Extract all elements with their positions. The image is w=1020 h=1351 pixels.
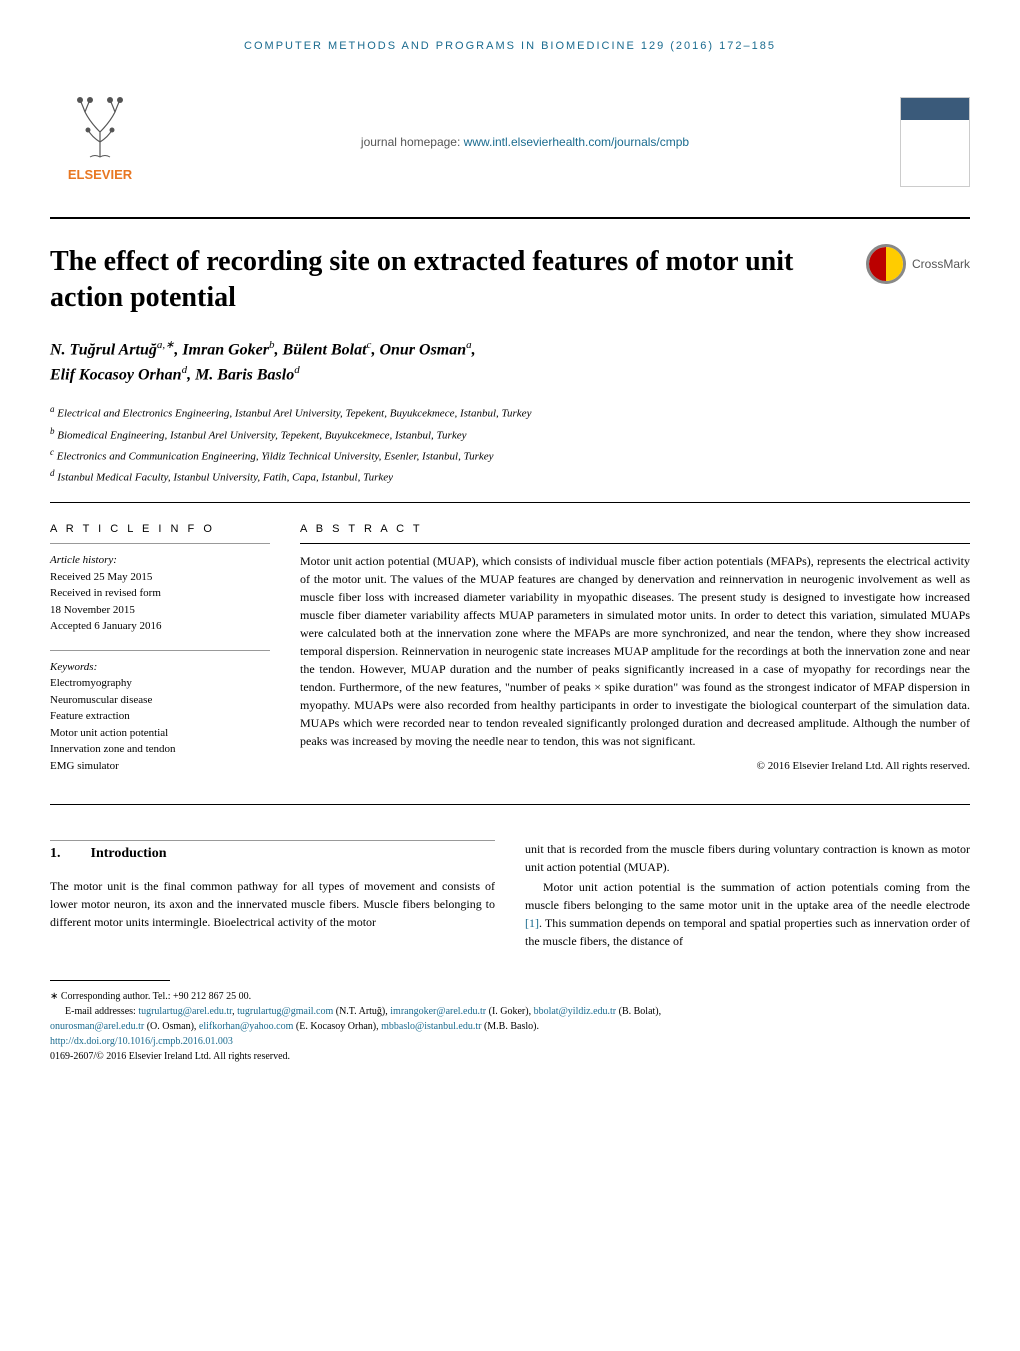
body-columns: 1. Introduction The motor unit is the fin… — [50, 840, 970, 950]
author-5: Elif Kocasoy Orhan — [50, 366, 182, 383]
history-revised-date: 18 November 2015 — [50, 604, 135, 616]
intro-text-2c: . This summation depends on temporal and… — [525, 916, 970, 948]
abstract-col: A B S T R A C T Motor unit action potent… — [300, 523, 970, 789]
author-4: , Onur Osman — [371, 341, 466, 358]
history-heading: Article history: — [50, 554, 117, 566]
email-0[interactable]: tugrulartug@arel.edu.tr — [138, 1006, 232, 1017]
email-3[interactable]: bbolat@yildiz.edu.tr — [534, 1006, 617, 1017]
intro-heading: 1. Introduction — [50, 840, 495, 862]
journal-cover-thumb — [900, 97, 970, 187]
intro-para-2a: unit that is recorded from the muscle fi… — [525, 840, 970, 876]
copyright-line: © 2016 Elsevier Ireland Ltd. All rights … — [300, 760, 970, 772]
abstract-label: A B S T R A C T — [300, 523, 970, 535]
intro-para-1: The motor unit is the final common pathw… — [50, 877, 495, 931]
author-1: N. Tuğrul Artuğ — [50, 341, 157, 358]
keyword-0: Electromyography — [50, 677, 132, 689]
email-1[interactable]: tugrulartug@gmail.com — [237, 1006, 333, 1017]
info-rule-2 — [50, 650, 270, 651]
rule-authors — [50, 502, 970, 503]
doi-link: http://dx.doi.org/10.1016/j.cmpb.2016.01… — [50, 1034, 970, 1049]
journal-homepage: journal homepage: www.intl.elsevierhealt… — [361, 135, 689, 149]
corresponding-author: ∗ Corresponding author. Tel.: +90 212 86… — [50, 989, 970, 1004]
keywords-block: Keywords: Electromyography Neuromuscular… — [50, 659, 270, 775]
keyword-5: EMG simulator — [50, 760, 119, 772]
email-2[interactable]: imrangoker@arel.edu.tr — [390, 1006, 486, 1017]
ref-1-link[interactable]: [1] — [525, 916, 539, 930]
email-addresses: E-mail addresses: tugrulartug@arel.edu.t… — [50, 1004, 970, 1034]
crossmark-badge[interactable]: CrossMark — [866, 244, 970, 284]
intro-para-2b: Motor unit action potential is the summa… — [525, 878, 970, 950]
footer: ∗ Corresponding author. Tel.: +90 212 86… — [50, 989, 970, 1064]
crossmark-label: CrossMark — [912, 257, 970, 271]
comma: , — [472, 341, 476, 358]
abstract-rule — [300, 543, 970, 544]
crossmark-icon — [866, 244, 906, 284]
homepage-label: journal homepage: — [361, 135, 464, 149]
article-info-col: A R T I C L E I N F O Article history: R… — [50, 523, 270, 789]
intro-text-2b: Motor unit action potential is the summa… — [525, 880, 970, 912]
publisher-header: ELSEVIER journal homepage: www.intl.else… — [50, 77, 970, 207]
elsevier-tree-icon — [60, 92, 140, 162]
doi-url[interactable]: http://dx.doi.org/10.1016/j.cmpb.2016.01… — [50, 1036, 233, 1047]
footer-separator — [50, 980, 170, 981]
elsevier-text: ELSEVIER — [68, 167, 132, 182]
intro-title: Introduction — [91, 846, 167, 861]
article-info-label: A R T I C L E I N F O — [50, 523, 270, 535]
author-6: , M. Baris Baslo — [187, 366, 294, 383]
author-2: , Imran Goker — [174, 341, 269, 358]
author-6-aff: d — [294, 364, 300, 376]
affiliation-c: c Electronics and Communication Engineer… — [50, 445, 970, 466]
history-received: Received 25 May 2015 — [50, 571, 152, 583]
authors: N. Tuğrul Artuğa,∗, Imran Gokerb, Bülent… — [50, 337, 970, 388]
history-accepted: Accepted 6 January 2016 — [50, 620, 162, 632]
info-abstract-row: A R T I C L E I N F O Article history: R… — [50, 523, 970, 789]
keyword-2: Feature extraction — [50, 710, 130, 722]
affiliations: a Electrical and Electronics Engineering… — [50, 402, 970, 487]
keyword-1: Neuromuscular disease — [50, 694, 152, 706]
body-col-right: unit that is recorded from the muscle fi… — [525, 840, 970, 950]
keywords-heading: Keywords: — [50, 661, 97, 673]
issn-copyright: 0169-2607/© 2016 Elsevier Ireland Ltd. A… — [50, 1049, 970, 1064]
info-rule-1 — [50, 543, 270, 544]
email-4[interactable]: onurosman@arel.edu.tr — [50, 1021, 144, 1032]
intro-number: 1. — [50, 846, 61, 861]
author-1-aff: a,∗ — [157, 339, 174, 351]
rule-top — [50, 217, 970, 219]
affiliation-d: d Istanbul Medical Faculty, Istanbul Uni… — [50, 466, 970, 487]
author-3: , Bülent Bolat — [275, 341, 367, 358]
history-revised: Received in revised form — [50, 587, 161, 599]
keyword-3: Motor unit action potential — [50, 727, 168, 739]
homepage-url[interactable]: www.intl.elsevierhealth.com/journals/cmp… — [464, 135, 689, 149]
title-row: The effect of recording site on extracte… — [50, 244, 970, 317]
email-5[interactable]: elifkorhan@yahoo.com — [199, 1021, 293, 1032]
email-6[interactable]: mbbaslo@istanbul.edu.tr — [381, 1021, 481, 1032]
keyword-4: Innervation zone and tendon — [50, 743, 176, 755]
email-label: E-mail addresses: — [65, 1006, 138, 1017]
article-history: Article history: Received 25 May 2015 Re… — [50, 552, 270, 635]
article-title: The effect of recording site on extracte… — [50, 244, 866, 317]
journal-citation-header: COMPUTER METHODS AND PROGRAMS IN BIOMEDI… — [50, 40, 970, 52]
abstract-text: Motor unit action potential (MUAP), whic… — [300, 552, 970, 750]
rule-abstract-bottom — [50, 804, 970, 805]
affiliation-a: a Electrical and Electronics Engineering… — [50, 402, 970, 423]
affiliation-b: b Biomedical Engineering, Istanbul Arel … — [50, 424, 970, 445]
elsevier-logo: ELSEVIER — [50, 92, 150, 192]
body-col-left: 1. Introduction The motor unit is the fin… — [50, 840, 495, 950]
